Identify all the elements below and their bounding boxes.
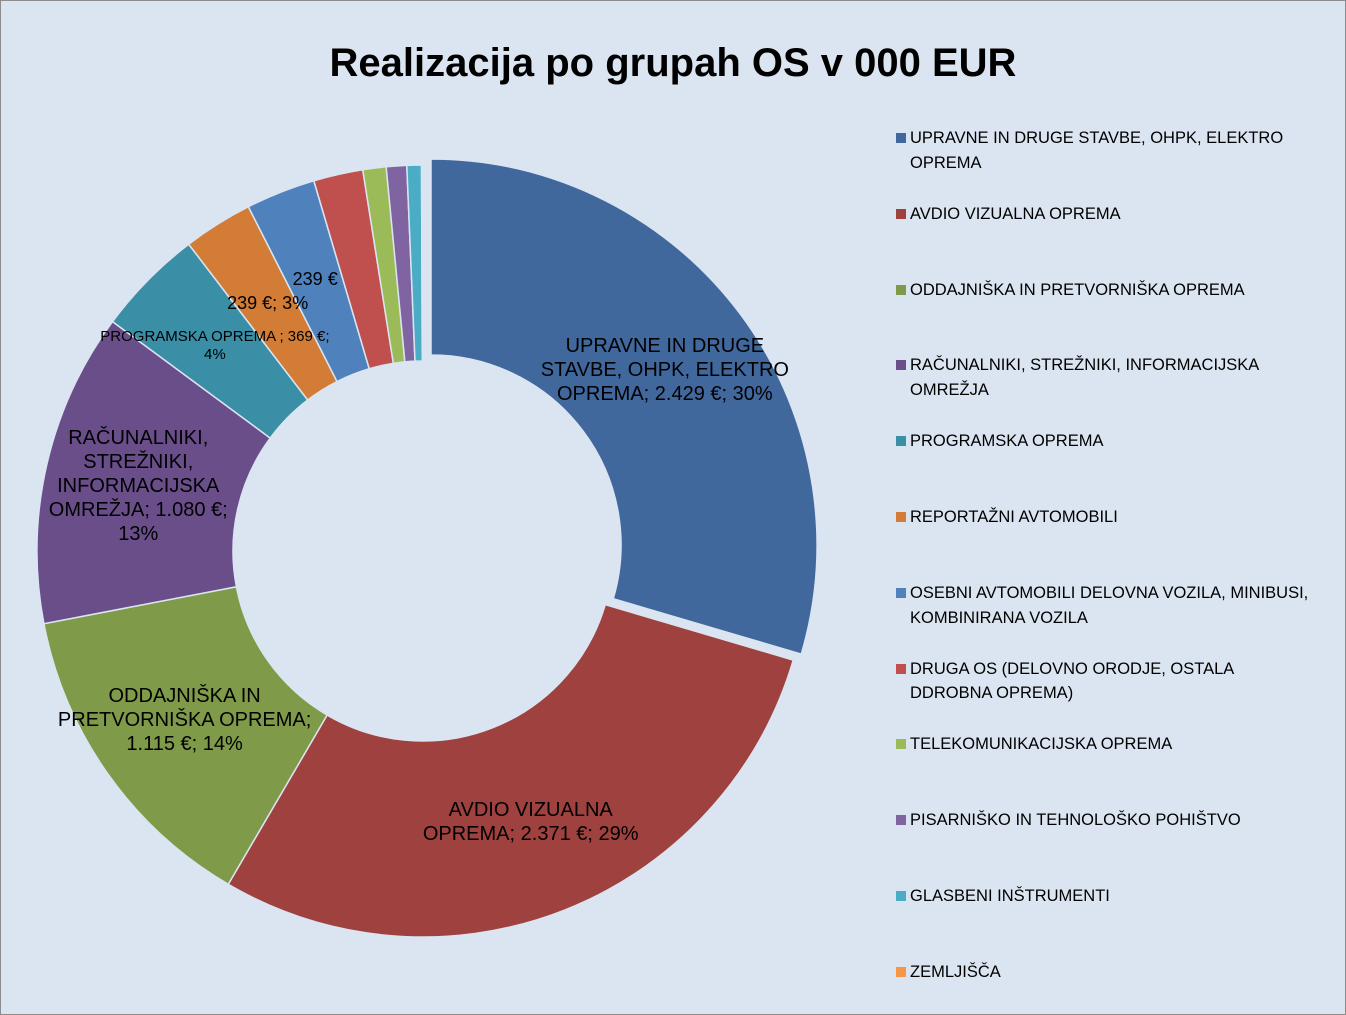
legend-entry: UPRAVNE IN DRUGE STAVBE, OHPK, ELEKTRO O… [896,126,1316,176]
legend-label: RAČUNALNIKI, STREŽNIKI, INFORMACIJSKA OM… [910,356,1259,400]
legend-entry: OSEBNI AVTOMOBILI DELOVNA VOZILA, MINIBU… [896,581,1316,631]
legend-label: ZEMLJIŠČA [910,962,1001,981]
legend-swatch [896,512,906,522]
data-label: PROGRAMSKA OPREMA ; 369 €; 4% [100,328,330,364]
legend-swatch [896,208,906,219]
legend-swatch [896,360,906,371]
data-label: AVDIO VIZUALNA OPREMA; 2.371 €; 29% [422,799,639,846]
legend-label: PROGRAMSKA OPREMA [910,432,1104,451]
legend-swatch [896,966,906,977]
legend-entry: PISARNIŠKO IN TEHNOLOŠKO POHIŠTVO [896,808,1316,833]
legend-swatch [896,663,906,674]
legend-label: AVDIO VIZUALNA OPREMA [910,204,1121,223]
legend-entry: GLASBENI INŠTRUMENTI [896,884,1316,909]
legend-swatch [896,284,906,295]
legend-swatch [896,815,906,826]
legend-entry: ZEMLJIŠČA [896,960,1316,985]
legend-label: TELEKOMUNIKACIJSKA OPREMA [910,735,1173,754]
donut-slice [43,585,329,886]
legend-entry: PROGRAMSKA OPREMA [896,429,1316,454]
data-label: 239 € [292,268,338,289]
legend-swatch [896,891,906,901]
donut-slice [420,164,424,362]
chart-title: Realizacija po grupah OS v 000 EUR [329,41,1017,85]
legend-label: PISARNIŠKO IN TEHNOLOŠKO POHIŠTVO [910,811,1241,830]
legend-entry: AVDIO VIZUALNA OPREMA [896,202,1316,227]
data-label: 239 €; 3% [227,292,309,313]
legend-label: GLASBENI INŠTRUMENTI [910,887,1110,905]
legend-label: ODDAJNIŠKA IN PRETVORNIŠKA OPREMA [910,280,1245,299]
legend-entry: DRUGA OS (DELOVNO ORODJE, OSTALA DDROBNA… [896,657,1316,707]
legend-label: REPORTAŽNI AVTOMOBILI [910,508,1118,526]
donut-slice [430,158,818,656]
legend-swatch [896,436,906,447]
legend-entry: RAČUNALNIKI, STREŽNIKI, INFORMACIJSKA OM… [896,353,1316,403]
data-label: ODDAJNIŠKA IN PRETVORNIŠKA OPREMA; 1.115… [57,684,312,755]
legend-swatch [896,739,906,750]
data-label: UPRAVNE IN DRUGE STAVBE, OHPK, ELEKTRO O… [540,335,789,406]
legend-label: DRUGA OS (DELOVNO ORODJE, OSTALA DDROBNA… [910,659,1234,703]
donut-slice [36,320,272,625]
legend-swatch [896,587,906,598]
legend-entry: REPORTAŽNI AVTOMOBILI [896,505,1316,530]
legend-swatch [896,133,906,143]
data-label: RAČUNALNIKI, STREŽNIKI, INFORMACIJSKA OM… [48,427,228,546]
legend-label: OSEBNI AVTOMOBILI DELOVNA VOZILA, MINIBU… [910,583,1309,627]
donut-slice [227,603,795,938]
legend-entry: TELEKOMUNIKACIJSKA OPREMA [896,732,1316,757]
legend-entry: ODDAJNIŠKA IN PRETVORNIŠKA OPREMA [896,278,1316,303]
legend-label: UPRAVNE IN DRUGE STAVBE, OHPK, ELEKTRO O… [910,129,1284,172]
